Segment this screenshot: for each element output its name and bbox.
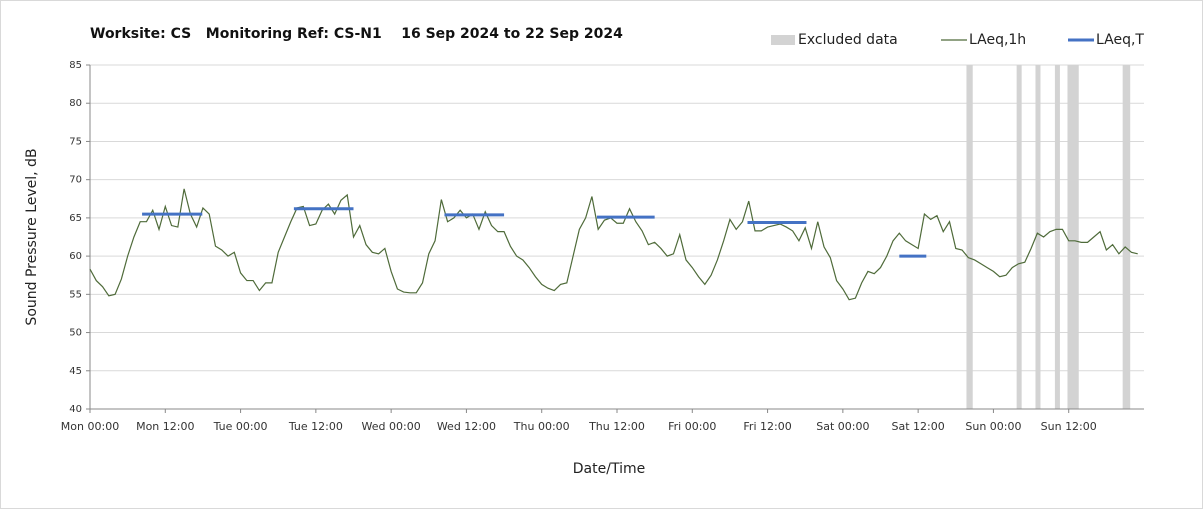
x-tick-label: Wed 12:00: [437, 420, 496, 433]
y-tick-label: 40: [69, 404, 82, 415]
x-tick-label: Tue 00:00: [213, 420, 268, 433]
x-tick-label: Thu 00:00: [513, 420, 570, 433]
excluded-band: [1016, 65, 1022, 409]
y-tick-label: 80: [69, 98, 82, 109]
legend-swatch: [771, 35, 795, 45]
x-tick-label: Sat 12:00: [892, 420, 945, 433]
x-tick-label: Sun 12:00: [1041, 420, 1097, 433]
legend-label: LAeq,T: [1096, 32, 1144, 48]
legend-label: Excluded data: [798, 32, 898, 48]
x-tick-label: Sun 00:00: [965, 420, 1021, 433]
data-line: [89, 188, 1138, 301]
x-tick-label: Sat 00:00: [816, 420, 869, 433]
x-tick-label: Thu 12:00: [588, 420, 645, 433]
y-tick-label: 55: [69, 289, 82, 300]
excluded-band: [1054, 65, 1060, 409]
x-tick-label: Mon 12:00: [136, 420, 194, 433]
y-tick-label: 85: [69, 60, 82, 71]
y-axis-label: Sound Pressure Level, dB: [24, 148, 40, 325]
x-tick-label: Fri 00:00: [668, 420, 716, 433]
excluded-band: [1122, 65, 1131, 409]
excluded-band: [1067, 65, 1079, 409]
y-tick-label: 60: [69, 251, 82, 262]
x-axis-label: Date/Time: [573, 461, 645, 477]
chart-title: Worksite: CS Monitoring Ref: CS-N1 16 Se…: [90, 26, 623, 42]
excluded-band: [1035, 65, 1041, 409]
y-tick-label: 75: [69, 136, 82, 147]
excluded-band: [966, 65, 973, 409]
x-tick-label: Fri 12:00: [743, 420, 791, 433]
x-tick-label: Mon 00:00: [61, 420, 119, 433]
legend-label: LAeq,1h: [969, 32, 1026, 48]
y-tick-label: 70: [69, 175, 82, 186]
x-tick-label: Tue 12:00: [288, 420, 343, 433]
y-tick-label: 50: [69, 328, 82, 339]
y-tick-label: 45: [69, 366, 82, 377]
x-tick-label: Wed 00:00: [362, 420, 421, 433]
y-tick-label: 65: [69, 213, 82, 224]
